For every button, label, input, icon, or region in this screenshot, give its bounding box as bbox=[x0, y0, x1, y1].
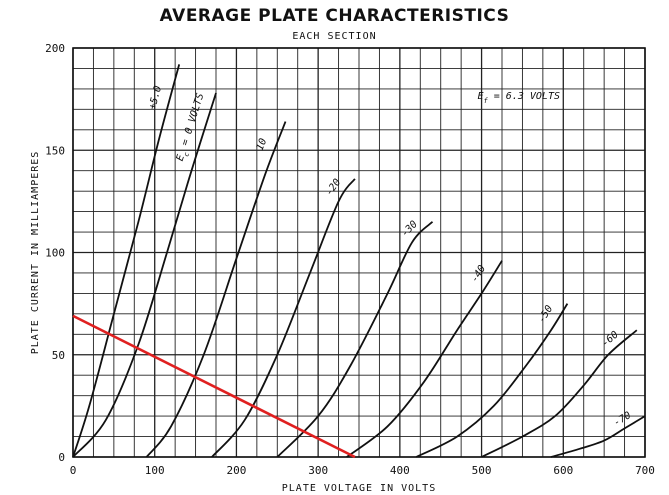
curve-series-1 bbox=[72, 92, 217, 458]
load-line bbox=[72, 314, 356, 459]
curve-series-0 bbox=[72, 64, 181, 458]
y-tick-label: 200 bbox=[45, 42, 65, 55]
curve-series-5 bbox=[346, 260, 503, 458]
x-tick-label: 600 bbox=[553, 464, 573, 477]
y-axis-label: PLATE CURRENT IN MILLIAMPERES bbox=[30, 151, 41, 355]
curve-series-8 bbox=[550, 415, 646, 458]
curve-series-3 bbox=[211, 178, 356, 458]
x-tick-label: 300 bbox=[308, 464, 328, 477]
x-tick-label: 100 bbox=[145, 464, 165, 477]
x-tick-label: 400 bbox=[390, 464, 410, 477]
x-axis-label: PLATE VOLTAGE IN VOLTS bbox=[282, 483, 436, 494]
curve-label: 10 bbox=[255, 137, 270, 152]
y-tick-label: 0 bbox=[58, 451, 65, 464]
curve-series-7 bbox=[481, 329, 638, 458]
y-tick-label: 100 bbox=[45, 247, 65, 260]
curve-series-6 bbox=[415, 303, 569, 458]
y-tick-label: 50 bbox=[52, 349, 65, 362]
x-tick-label: 200 bbox=[226, 464, 246, 477]
annotation-ef: Ef = 6.3 VOLTS bbox=[477, 91, 560, 105]
curve-series-4 bbox=[276, 221, 434, 458]
curve-series-2 bbox=[145, 121, 287, 458]
y-tick-label: 150 bbox=[45, 144, 65, 157]
curve-label: -40 bbox=[469, 263, 488, 284]
x-tick-label: 500 bbox=[472, 464, 492, 477]
chart-subtitle: EACH SECTION bbox=[292, 31, 377, 42]
plot-frame bbox=[72, 47, 646, 458]
curve-label: -20 bbox=[324, 177, 344, 198]
x-tick-label: 700 bbox=[635, 464, 655, 477]
x-tick-label: 0 bbox=[70, 464, 77, 477]
chart-title: AVERAGE PLATE CHARACTERISTICS bbox=[159, 6, 510, 26]
